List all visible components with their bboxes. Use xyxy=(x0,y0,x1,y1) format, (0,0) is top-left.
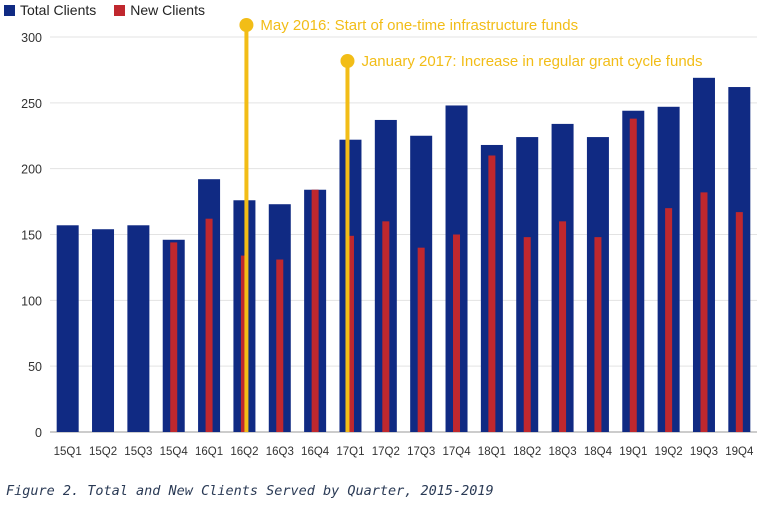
x-tick-label: 15Q1 xyxy=(54,446,82,458)
legend: Total Clients New Clients xyxy=(4,2,223,18)
bar-new xyxy=(523,237,531,432)
bar-new xyxy=(311,189,319,432)
y-tick-label: 300 xyxy=(21,31,42,45)
x-tick-label: 16Q4 xyxy=(301,446,330,458)
x-tick-label: 18Q2 xyxy=(513,446,541,458)
y-tick-label: 0 xyxy=(35,426,42,440)
x-tick-label: 16Q1 xyxy=(195,446,223,458)
x-tick-label: 19Q4 xyxy=(725,446,754,458)
bar-new xyxy=(735,212,743,432)
annotation-label: January 2017: Increase in regular grant … xyxy=(361,53,702,70)
bar-new xyxy=(594,237,602,432)
legend-label-new: New Clients xyxy=(130,2,205,18)
bar-new xyxy=(665,208,673,432)
x-tick-label: 18Q1 xyxy=(478,446,506,458)
legend-item-new: New Clients xyxy=(114,2,205,18)
legend-swatch-total xyxy=(4,4,15,16)
x-tick-label: 15Q3 xyxy=(124,446,152,458)
bar-new xyxy=(170,242,178,432)
bar-new xyxy=(276,259,284,432)
x-tick-label: 17Q3 xyxy=(407,446,435,458)
y-tick-label: 150 xyxy=(21,229,42,243)
y-tick-label: 100 xyxy=(21,294,42,308)
x-tick-label: 16Q3 xyxy=(266,446,294,458)
annotation-label: May 2016: Start of one-time infrastructu… xyxy=(260,17,578,34)
x-tick-label: 19Q1 xyxy=(619,446,647,458)
x-tick-label: 19Q3 xyxy=(690,446,718,458)
bar-new xyxy=(417,247,425,432)
bar-new xyxy=(453,234,461,432)
bar-new xyxy=(205,218,213,432)
bar-new xyxy=(488,155,496,432)
x-tick-label: 18Q4 xyxy=(584,446,613,458)
x-tick-label: 16Q2 xyxy=(230,446,258,458)
legend-item-total: Total Clients xyxy=(4,2,96,18)
y-tick-label: 200 xyxy=(21,163,42,177)
annotation-dot xyxy=(340,54,355,68)
annotation-dot xyxy=(239,18,254,32)
bar-total xyxy=(127,225,150,432)
bar-chart: 0 50 100 150 200 250 300 15Q1 15Q2 15Q3 15Q4 16Q1 16… xyxy=(21,17,757,458)
y-tick-label: 250 xyxy=(21,97,42,111)
x-tick-label: 17Q4 xyxy=(442,446,471,458)
figure-caption: Figure 2. Total and New Clients Served b… xyxy=(6,483,494,499)
x-tick-label: 18Q3 xyxy=(549,446,577,458)
bar-total xyxy=(92,229,115,432)
x-tick-label: 15Q4 xyxy=(160,446,189,458)
y-tick-label: 50 xyxy=(28,360,42,374)
bar-new xyxy=(382,221,390,432)
legend-label-total: Total Clients xyxy=(20,2,97,18)
legend-swatch-new xyxy=(114,4,126,16)
bar-total xyxy=(56,225,79,432)
x-tick-label: 17Q1 xyxy=(336,446,364,458)
bar-new xyxy=(700,192,708,432)
bar-new xyxy=(346,235,354,432)
x-tick-label: 17Q2 xyxy=(372,446,400,458)
bar-new xyxy=(559,221,567,432)
bar-new xyxy=(629,118,637,432)
x-tick-label: 15Q2 xyxy=(89,446,117,458)
x-tick-label: 19Q2 xyxy=(655,446,683,458)
